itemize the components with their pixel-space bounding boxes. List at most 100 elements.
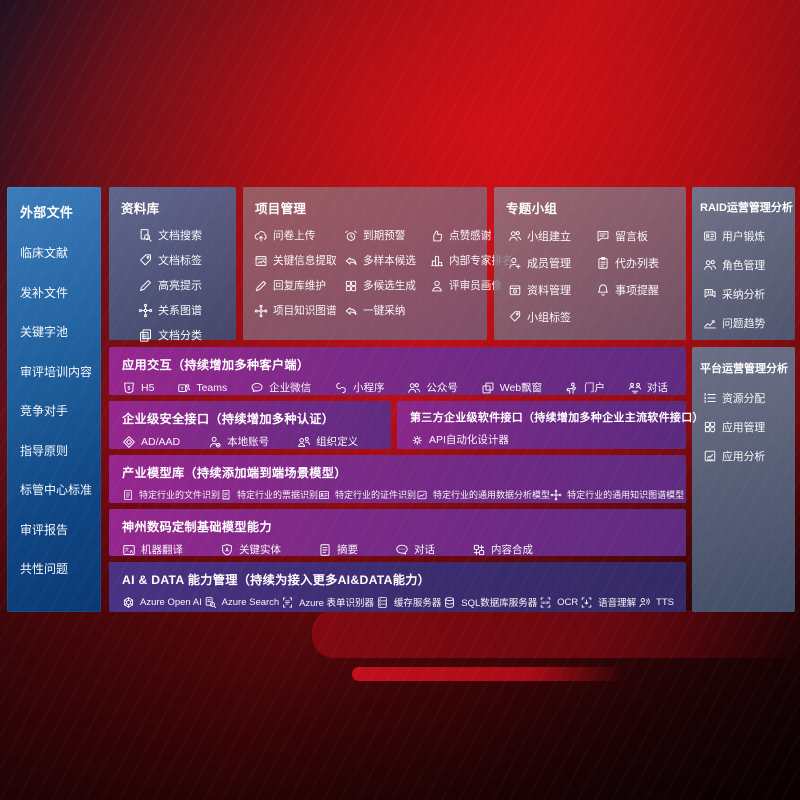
third-party-interface-title: 第三方企业级软件接口（持续增加多种企业主流软件接口） xyxy=(410,412,704,424)
feature-label: 关键实体 xyxy=(239,544,281,556)
external-files-panel: 外部文件 临床文献 发补文件 关键字池 审评培训内容 竞争对手 指导原则 标管中心标准 审评报… xyxy=(7,187,101,612)
bbs-icon xyxy=(596,229,610,243)
project-management-panel: 项目管理 问卷上传 到期预警 点赞感谢 关键信息提取 多样本候选 内部专家排名 回复库维护多… xyxy=(243,187,513,340)
platform-analysis-title: 平台运营管理分析 xyxy=(700,363,788,375)
ai-service-item: Azure Open AI xyxy=(122,596,202,609)
grid-icon xyxy=(344,279,358,293)
feature-label: 关键信息提取 xyxy=(273,255,337,267)
summary-icon xyxy=(318,543,332,557)
feature-label: 特定行业的通用数据分析模型 xyxy=(433,490,551,500)
external-file-item: 临床文献 xyxy=(20,244,101,261)
library-item: 文档分类 xyxy=(138,327,236,343)
clipboard-icon xyxy=(596,256,610,270)
feature-label: 采纳分析 xyxy=(722,289,766,301)
feature-label: 竞争对手 xyxy=(20,404,69,418)
project-management-title: 项目管理 xyxy=(255,202,307,216)
thumb-icon xyxy=(430,229,444,243)
feature-label: 特定行业的票据识别 xyxy=(237,490,319,500)
diamond-icon xyxy=(122,435,136,449)
topic-group-item: 留言板 xyxy=(596,228,682,244)
feature-label: 应用分析 xyxy=(722,451,766,463)
feature-label: 文档标签 xyxy=(158,255,202,267)
bell-icon xyxy=(596,283,610,297)
graph-icon xyxy=(254,304,268,318)
ai-data-management-row: AI & DATA 能力管理（持续为接入更多AI&DATA能力） Azure O… xyxy=(109,562,686,612)
client-item: T Teams xyxy=(177,381,227,395)
people-icon xyxy=(703,258,717,272)
raid-item: 采纳分析 xyxy=(703,286,795,302)
library-list: 文档搜索 文档标签 高亮提示 关系图谱 文档分类 xyxy=(109,217,236,343)
model-item: 特定行业的通用知识图谱模型 xyxy=(550,488,684,501)
ai-service-item: 语音理解 xyxy=(580,595,636,609)
image-doc-icon xyxy=(254,254,268,268)
client-item: 对话 xyxy=(628,380,668,395)
feature-label: 成员管理 xyxy=(527,258,571,270)
list-icon xyxy=(703,391,717,405)
project-management-list: 问卷上传 到期预警 点赞感谢 关键信息提取 多样本候选 内部专家排名 回复库维护 多候选生成评… xyxy=(254,228,513,318)
org-icon xyxy=(297,435,311,449)
dialog-icon xyxy=(628,381,642,395)
feature-label: 公众号 xyxy=(426,382,458,394)
external-files-list: 临床文献 发补文件 关键字池 审评培训内容 竞争对手 指导原则 标管中心标准 审评报告 共性问题 xyxy=(7,221,101,577)
feature-label: Teams xyxy=(196,381,228,394)
openai-icon xyxy=(122,596,135,609)
feature-label: API自动化设计器 xyxy=(429,434,509,446)
feature-label: 发补文件 xyxy=(20,285,69,300)
project-item: 一键采纳 xyxy=(344,303,430,318)
feature-label: 本地账号 xyxy=(227,436,270,448)
feature-label: H5 xyxy=(141,381,155,394)
feature-label: 企业微信 xyxy=(269,382,312,394)
chat-icon xyxy=(395,543,409,557)
feature-label: 摘要 xyxy=(337,544,358,556)
database-icon xyxy=(443,596,456,609)
feature-label: Azure 表单识别器 xyxy=(299,598,375,609)
pen-icon xyxy=(138,278,153,293)
raid-item: 问题趋势 xyxy=(703,315,795,331)
feature-label: 点赞感谢 xyxy=(449,230,492,242)
feature-label: 小组建立 xyxy=(527,231,571,243)
raid-analysis-title: RAID运营管理分析 xyxy=(700,202,793,214)
library-item: 高亮提示 xyxy=(138,277,236,293)
feature-label: 角色管理 xyxy=(722,260,766,272)
summary-icon xyxy=(122,489,134,501)
external-file-item: 关键字池 xyxy=(20,323,101,340)
svg-text:文: 文 xyxy=(125,545,130,552)
app-interaction-row: 应用交互（持续增加多种客户端） 5 H5 T Teams 企业微信 小程序 公众号 Web飘窗… xyxy=(109,347,686,395)
third-party-interface-row: 第三方企业级软件接口（持续增加多种企业主流软件接口） API自动化设计器 xyxy=(397,401,704,449)
azure-search-icon xyxy=(204,596,217,609)
digital-china-models-list: 文 A 机器翻译 A 关键实体 摘要 对话 内容合成 xyxy=(109,535,686,557)
industry-models-row: 产业模型库（持续添加端到端场景模型） 特定行业的文件识别 特定行业的票据识别 特定行… xyxy=(109,455,686,503)
feature-label: Azure Open AI xyxy=(140,596,202,608)
background-dark-band xyxy=(312,610,800,658)
client-item: 5 H5 xyxy=(122,381,154,395)
feature-label: 内容合成 xyxy=(491,544,533,556)
security-interface-list: AD/AAD 本地账号 组织定义 xyxy=(109,427,391,449)
raid-item: 用户锻炼 xyxy=(703,228,795,244)
chat-stats-icon xyxy=(703,287,717,301)
project-item: 关键信息提取 xyxy=(254,253,344,268)
feature-label: 资料管理 xyxy=(527,285,571,297)
feature-label: 到期预警 xyxy=(363,230,406,242)
topic-group-item: 资料管理 xyxy=(508,282,596,298)
client-item: 小程序 xyxy=(334,380,385,395)
feature-label: 小组标签 xyxy=(527,312,571,324)
library-item: 文档搜索 xyxy=(138,227,236,243)
platform-item: 应用分析 xyxy=(703,448,795,464)
doc-search-icon xyxy=(138,228,153,243)
h5-icon: 5 xyxy=(122,381,136,395)
people-icon xyxy=(508,229,522,243)
model-item: 特定行业的通用数据分析模型 xyxy=(416,488,550,501)
feature-label: OCR xyxy=(557,596,579,608)
feature-label: 一键采纳 xyxy=(363,305,406,317)
app-interaction-title: 应用交互（持续增加多种客户端） xyxy=(122,358,310,372)
feature-label: 指导原则 xyxy=(20,443,69,458)
feature-label: 标管中心标准 xyxy=(20,483,93,497)
raid-analysis-list: 用户锻炼角色管理采纳分析问题趋势 xyxy=(692,215,795,331)
feature-label: AD/AAD xyxy=(141,435,181,448)
compose-icon xyxy=(472,543,486,557)
feature-label: 共性问题 xyxy=(20,562,69,576)
library-panel: 资料库 文档搜索 文档标签 高亮提示 关系图谱 文档分类 xyxy=(109,187,236,343)
feature-label: 关键字池 xyxy=(20,325,69,339)
